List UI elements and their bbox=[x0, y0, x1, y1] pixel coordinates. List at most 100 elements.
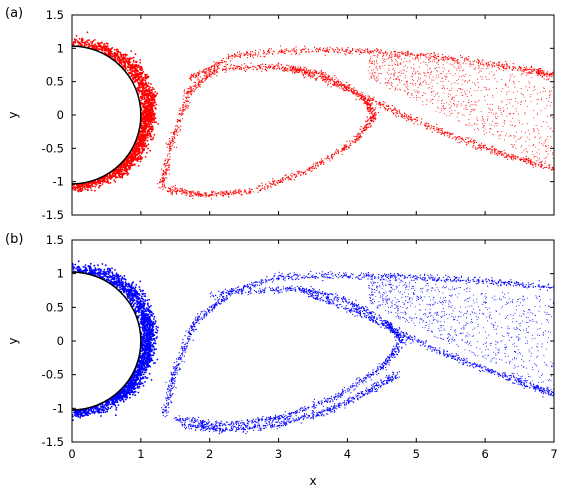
scatter-point bbox=[155, 121, 157, 124]
scatter-point bbox=[150, 125, 153, 128]
scatter-point bbox=[329, 46, 331, 48]
scatter-point bbox=[139, 59, 142, 61]
scatter-point bbox=[220, 59, 222, 61]
scatter-point bbox=[179, 119, 182, 121]
scatter-point bbox=[544, 107, 546, 109]
scatter-point bbox=[142, 87, 145, 90]
scatter-point bbox=[516, 156, 518, 158]
scatter-point bbox=[460, 54, 462, 57]
scatter-point bbox=[501, 65, 503, 67]
scatter-point bbox=[210, 198, 212, 200]
scatter-point bbox=[170, 141, 172, 143]
scatter-point bbox=[176, 118, 178, 121]
scatter-point bbox=[547, 73, 549, 75]
scatter-point bbox=[126, 171, 128, 174]
scatter-point bbox=[266, 52, 268, 55]
scatter-point bbox=[311, 75, 313, 77]
scatter-point bbox=[181, 190, 183, 192]
scatter-point bbox=[227, 192, 229, 194]
scatter-point bbox=[211, 65, 213, 67]
scatter-point bbox=[174, 137, 176, 139]
scatter-point bbox=[98, 48, 101, 51]
scatter-point bbox=[83, 185, 86, 188]
scatter-point bbox=[174, 189, 176, 191]
scatter-point bbox=[165, 177, 167, 179]
scatter-point bbox=[485, 62, 487, 64]
scatter-point bbox=[185, 104, 187, 106]
scatter-point bbox=[329, 78, 331, 80]
scatter-point bbox=[234, 189, 236, 192]
scatter-point bbox=[203, 77, 205, 79]
scatter-point bbox=[169, 143, 171, 145]
scatter-point bbox=[235, 54, 237, 56]
scatter-point bbox=[134, 154, 137, 157]
scatter-point bbox=[83, 183, 86, 186]
scatter-point bbox=[185, 97, 187, 100]
scatter-point bbox=[423, 92, 425, 94]
scatter-point bbox=[478, 145, 480, 147]
scatter-point bbox=[147, 147, 149, 150]
scatter-point bbox=[195, 85, 197, 87]
scatter-point bbox=[216, 64, 218, 66]
scatter-point bbox=[314, 69, 316, 71]
scatter-point bbox=[140, 131, 142, 133]
scatter-point bbox=[527, 162, 529, 164]
scatter-point bbox=[360, 135, 362, 137]
scatter-point bbox=[369, 97, 371, 99]
scatter-point bbox=[395, 53, 397, 55]
scatter-point bbox=[399, 54, 401, 56]
scatter-point bbox=[511, 69, 514, 71]
scatter-point bbox=[434, 56, 436, 59]
scatter-point bbox=[428, 125, 430, 127]
scatter-point bbox=[324, 54, 326, 56]
scatter-point bbox=[293, 66, 295, 68]
scatter-point bbox=[132, 155, 135, 158]
scatter-point bbox=[531, 72, 533, 74]
scatter-point bbox=[464, 92, 466, 94]
scatter-point bbox=[302, 74, 304, 76]
scatter-point bbox=[541, 164, 543, 166]
scatter-point bbox=[204, 75, 206, 77]
scatter-point bbox=[430, 125, 433, 127]
scatter-point bbox=[327, 155, 329, 157]
scatter-point bbox=[190, 195, 192, 197]
scatter-point bbox=[348, 90, 350, 92]
scatter-point bbox=[448, 137, 450, 139]
scatter-point bbox=[119, 168, 122, 170]
scatter-point bbox=[356, 139, 358, 141]
scatter-point bbox=[399, 56, 401, 58]
scatter-point bbox=[543, 70, 545, 72]
scatter-point bbox=[437, 53, 439, 55]
scatter-point bbox=[371, 73, 373, 75]
scatter-point bbox=[195, 87, 197, 89]
scatter-point bbox=[173, 190, 175, 192]
scatter-point bbox=[489, 148, 491, 150]
scatter-point bbox=[509, 66, 511, 68]
scatter-point bbox=[233, 69, 235, 71]
scatter-point bbox=[277, 63, 279, 65]
scatter-point bbox=[506, 158, 509, 160]
scatter-point bbox=[320, 163, 322, 165]
scatter-point bbox=[349, 50, 351, 52]
scatter-point bbox=[324, 72, 326, 74]
scatter-point bbox=[338, 82, 340, 84]
scatter-point bbox=[464, 91, 466, 92]
scatter-point bbox=[319, 48, 321, 50]
scatter-point bbox=[168, 169, 170, 171]
scatter-point bbox=[339, 81, 342, 83]
scatter-point bbox=[479, 146, 481, 148]
scatter-point bbox=[358, 135, 360, 138]
scatter-point bbox=[359, 137, 361, 139]
scatter-point bbox=[512, 63, 514, 65]
scatter-point bbox=[164, 163, 166, 165]
scatter-point bbox=[498, 150, 500, 153]
scatter-point bbox=[497, 67, 499, 69]
scatter-point bbox=[140, 152, 143, 155]
scatter-point bbox=[433, 51, 435, 54]
scatter-point bbox=[475, 141, 477, 143]
scatter-point bbox=[327, 83, 329, 85]
scatter-point bbox=[384, 102, 386, 104]
scatter-point bbox=[432, 55, 434, 58]
scatter-point bbox=[292, 49, 294, 51]
scatter-point bbox=[442, 53, 444, 56]
